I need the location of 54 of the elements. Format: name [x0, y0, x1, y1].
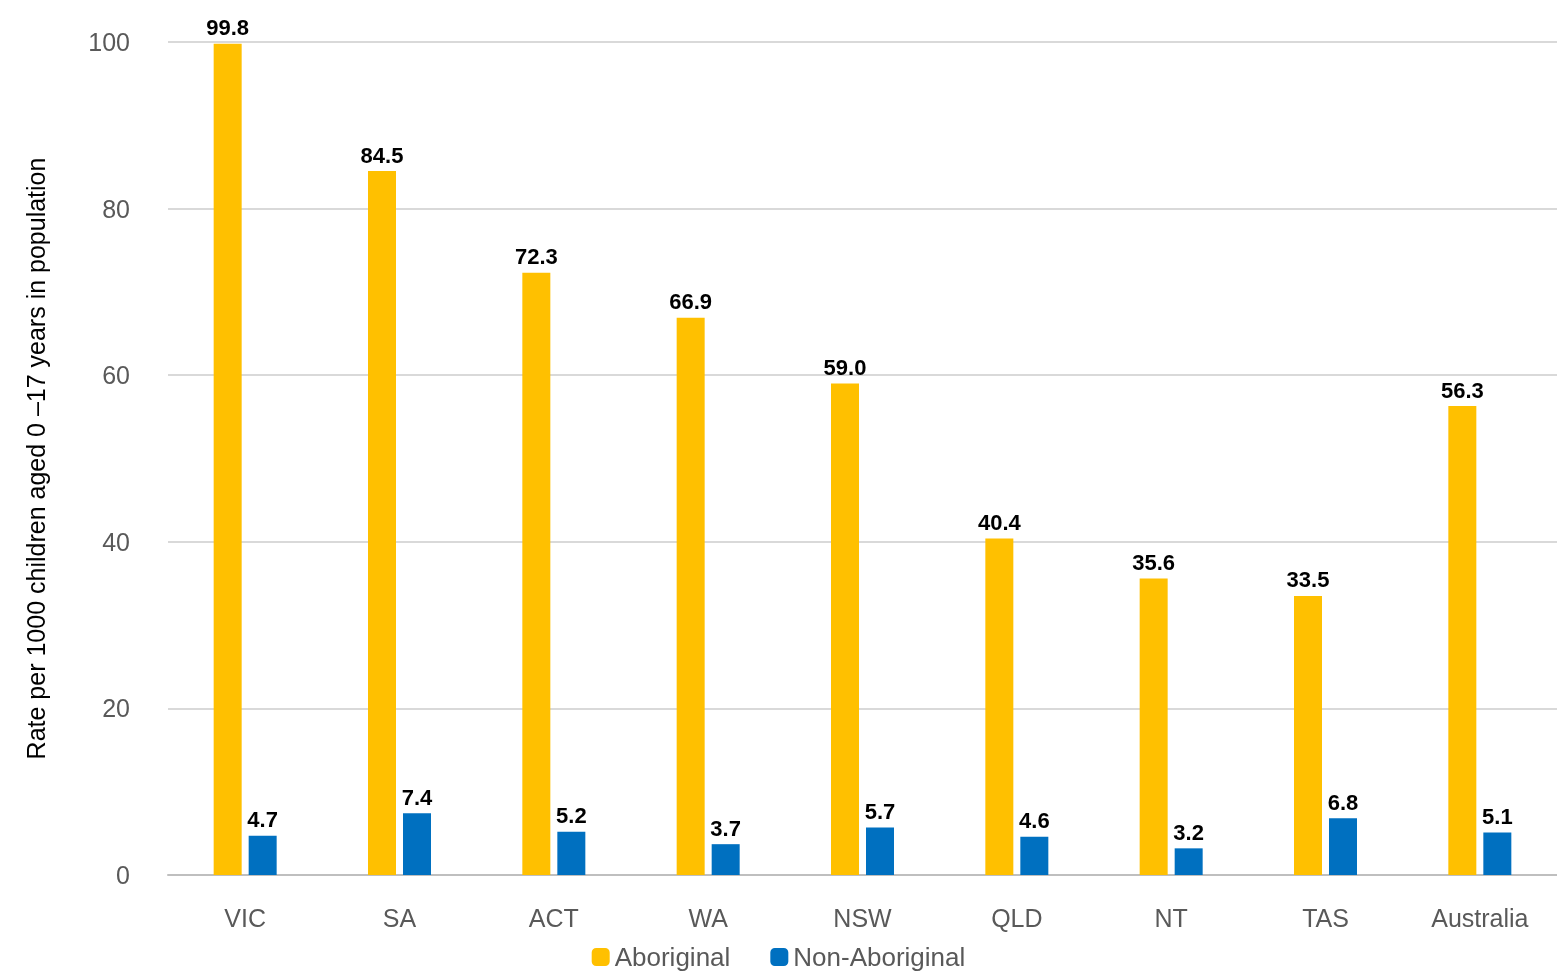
- bar: [403, 813, 431, 875]
- y-tick-label: 60: [102, 361, 130, 390]
- y-tick-label: 80: [102, 194, 130, 223]
- legend-label: Aboriginal: [614, 942, 731, 972]
- data-label: 35.6: [1132, 549, 1176, 575]
- bar: [985, 538, 1014, 875]
- bar: [1294, 595, 1322, 875]
- x-tick-label: QLD: [991, 903, 1043, 932]
- bar: [213, 43, 242, 875]
- bar: [866, 827, 894, 875]
- bar: [711, 844, 740, 875]
- x-tick-label: Australia: [1431, 903, 1529, 932]
- bar: [248, 835, 277, 875]
- legend-label: Non-Aboriginal: [793, 942, 966, 972]
- data-label: 6.8: [1327, 789, 1359, 815]
- x-tick-label: ACT: [528, 903, 579, 932]
- bar: [1174, 848, 1203, 875]
- data-label: 4.6: [1019, 808, 1050, 834]
- bar: [368, 171, 396, 875]
- y-tick-label: 100: [88, 28, 130, 56]
- data-label: 66.9: [669, 289, 713, 315]
- bar: [1448, 406, 1477, 875]
- x-tick-label: WA: [688, 903, 729, 932]
- data-label: 59.0: [823, 355, 867, 381]
- bar: [1329, 818, 1357, 875]
- data-label: 3.2: [1173, 819, 1204, 845]
- x-tick-label: TAS: [1302, 903, 1349, 932]
- data-label: 5.2: [556, 803, 587, 829]
- data-label: 56.3: [1440, 377, 1484, 403]
- data-label: 4.7: [247, 807, 278, 833]
- y-tick-label: 0: [116, 861, 130, 889]
- data-label: 5.7: [864, 799, 896, 825]
- data-label: 33.5: [1286, 567, 1330, 593]
- bar: [522, 272, 551, 875]
- x-tick-label: VIC: [224, 903, 267, 932]
- data-label: 3.7: [710, 815, 741, 841]
- bar: [1020, 836, 1049, 875]
- x-tick-label: SA: [382, 903, 417, 932]
- x-tick-label: NSW: [833, 903, 893, 932]
- x-tick-label: NT: [1154, 903, 1188, 932]
- bar: [831, 383, 859, 875]
- data-label: 5.1: [1482, 804, 1513, 830]
- bar: [557, 831, 586, 875]
- y-tick-label: 40: [102, 527, 130, 556]
- bar: [1483, 832, 1512, 875]
- data-label: 7.4: [401, 784, 434, 810]
- data-label: 72.3: [514, 244, 558, 270]
- bar: [1139, 578, 1168, 875]
- y-tick-label: 20: [102, 694, 130, 723]
- data-label: 40.4: [977, 509, 1022, 535]
- data-label: 84.5: [360, 142, 404, 168]
- y-axis-title: Rate per 1000 children aged 0 –17 years in population: [21, 157, 50, 760]
- bar: [676, 317, 705, 875]
- data-label: 99.8: [206, 15, 250, 41]
